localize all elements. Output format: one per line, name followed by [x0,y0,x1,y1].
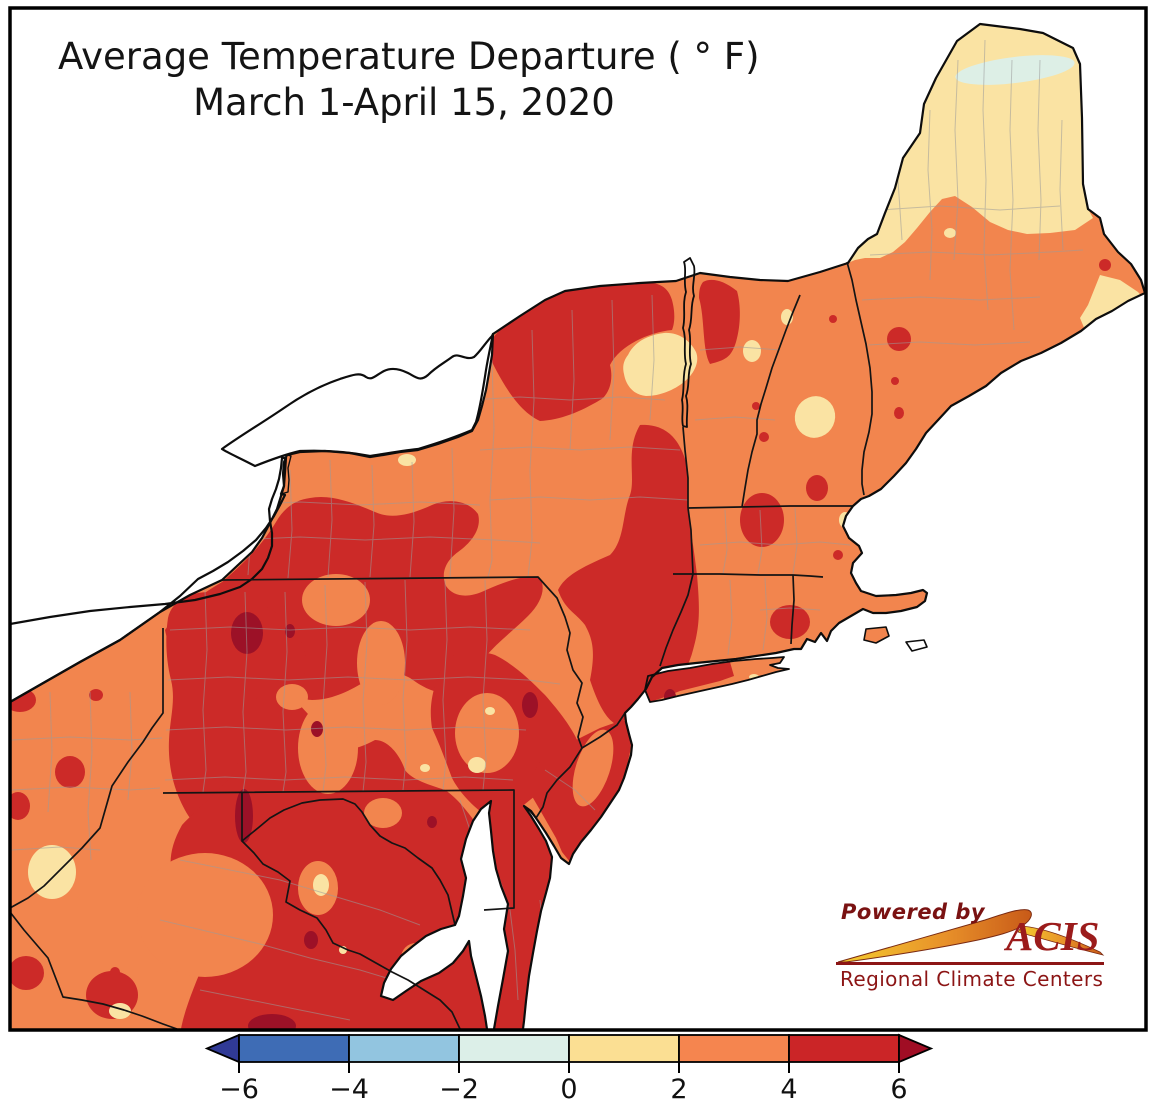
border-ma-north [687,505,853,509]
colorbar-tick-label: −2 [439,1074,479,1105]
colorbar-ticks [238,1062,900,1073]
border-pa-md [162,789,515,911]
logo-tagline: Regional Climate Centers [840,967,1104,991]
border-md-wv-potomac [241,793,456,926]
colorbar-seg-6 [788,1034,900,1063]
northern-maine-mild-region [848,24,1093,263]
colorbar-seg-4 [568,1034,680,1063]
lake-erie [10,456,288,704]
state-boundaries [10,261,873,1030]
colorbar-tick-label: 4 [780,1074,798,1105]
acis-logo: Powered by ACIS Regional Climate Centers [836,898,1108,991]
logo-acis-name: ACIS [1006,913,1100,959]
lake-champlain [681,257,696,428]
colorbar-tick-label: −6 [219,1074,259,1105]
cool-neg2-0-region [955,55,1075,85]
colorbar-tick-label: 2 [670,1074,688,1105]
border-wv-va [241,840,461,1030]
logo-rule [836,962,1104,965]
colorbar-over-arrow [898,1033,934,1064]
colorbar-tick-label: 0 [560,1074,578,1105]
border-ny-vt [682,426,689,508]
map-area [10,22,1146,1030]
border-ny-nj [581,712,626,749]
border-ma-south [673,573,824,578]
coastlines [10,22,1146,1030]
warm-2-4-inliers [137,574,626,977]
mild-0-2-regions [28,24,1145,1019]
border-pa-oh [10,628,164,909]
colorbar-under-arrow [204,1033,240,1064]
colorbar [204,1033,934,1073]
acis-logo-swoosh [837,909,1105,963]
hot-over-6-spots [231,612,676,1029]
map-title-line1: Average Temperature Departure ( ° F) [58,35,760,78]
colorbar-seg-2 [348,1034,460,1063]
map-title: Average Temperature Departure ( ° F) Mar… [58,34,760,127]
map-frame [8,6,1148,1032]
colorbar-tick-label: 6 [890,1074,908,1105]
border-ct-ri [790,574,795,645]
map-title-line2: March 1-April 15, 2020 [193,81,615,125]
logo-powered-by: Powered by [841,900,986,924]
nantucket [905,639,928,652]
border-ny-newengland [659,507,694,667]
border-ny-pa [221,576,584,749]
colorbar-seg-1 [238,1034,350,1063]
colorbar-seg-5 [678,1034,790,1063]
colorbar-tick-label: −4 [329,1074,369,1105]
border-nh-me [846,261,873,496]
border-vt-nh [741,294,801,508]
border-ky-wv [10,911,178,1030]
colorbar-seg-3 [458,1034,570,1063]
